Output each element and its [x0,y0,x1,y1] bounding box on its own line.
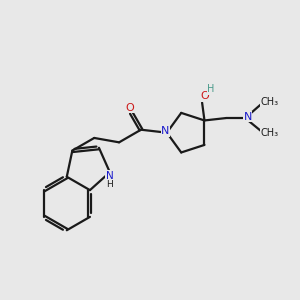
Text: CH₃: CH₃ [261,128,279,138]
Text: H: H [106,180,113,189]
Text: CH₃: CH₃ [261,97,279,107]
Text: N: N [161,126,170,136]
Text: H: H [207,84,215,94]
Text: N: N [106,171,114,181]
Text: N: N [243,112,252,122]
Text: O: O [125,103,134,112]
Text: O: O [200,91,209,101]
